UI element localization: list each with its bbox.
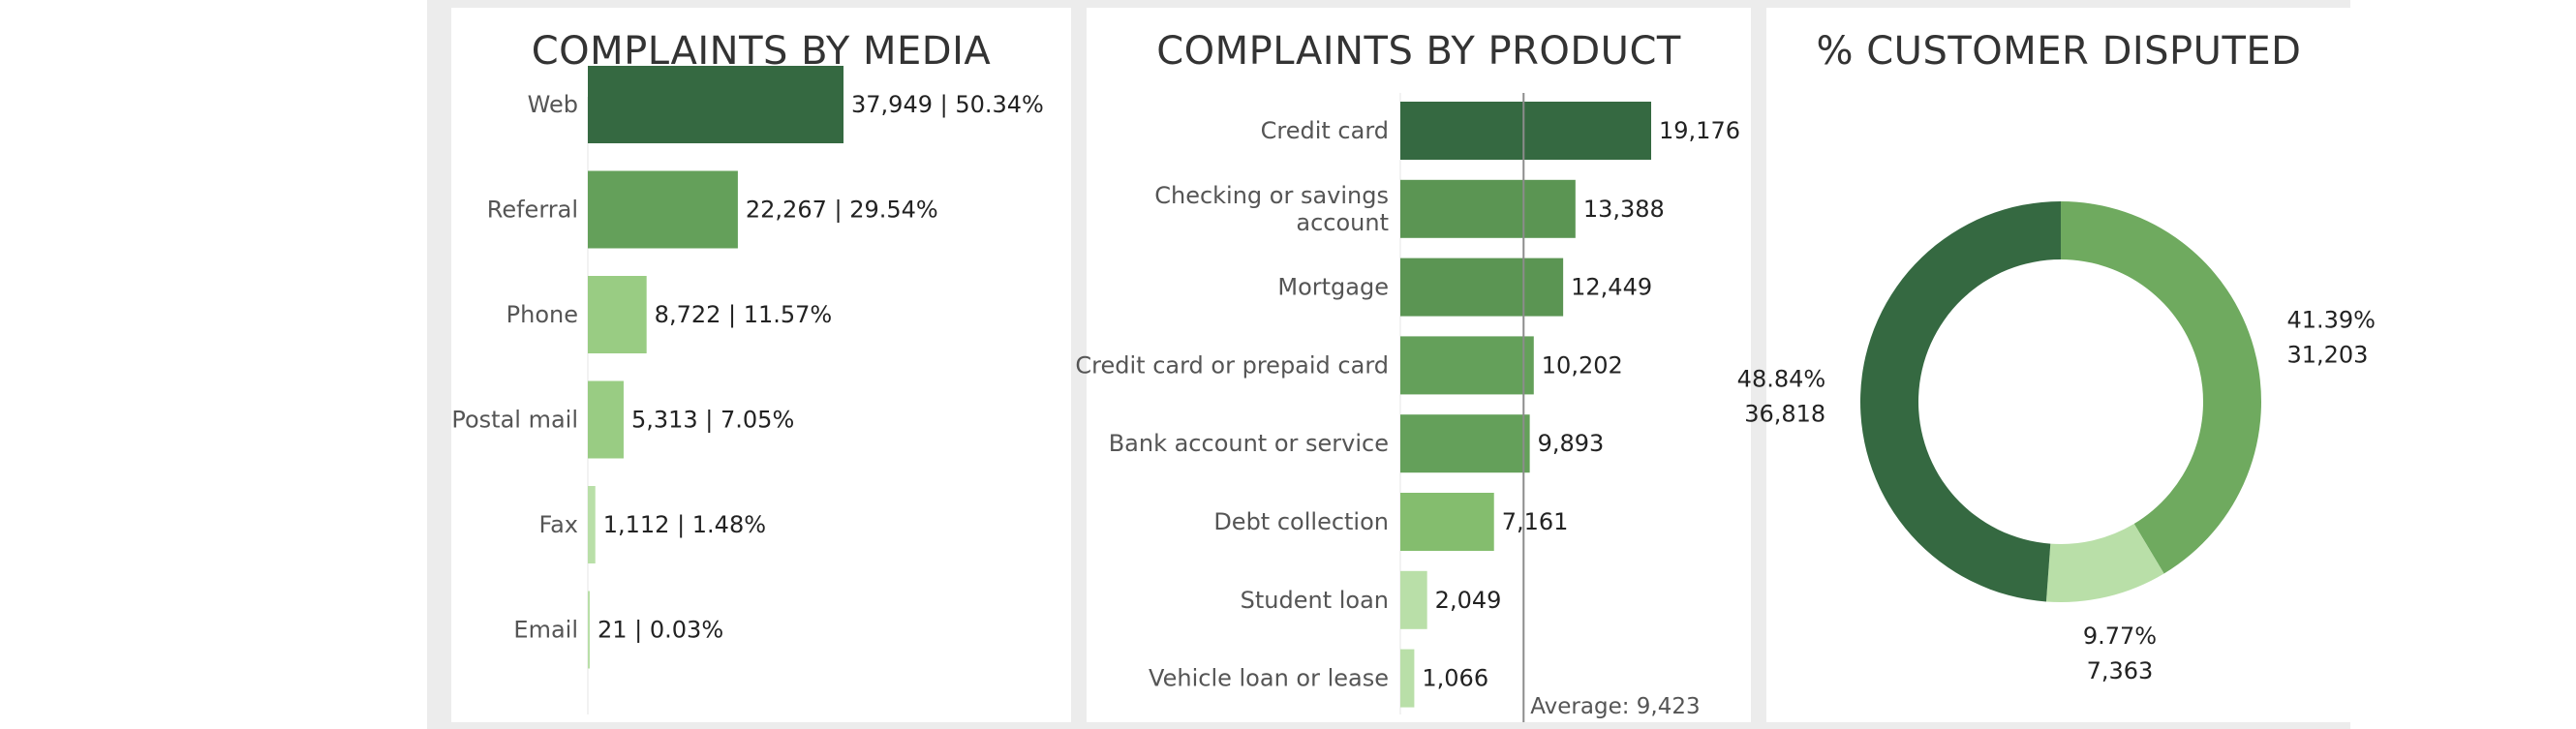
product-chart-title: COMPLAINTS BY PRODUCT xyxy=(1156,29,1681,74)
media-bar-3 xyxy=(588,380,624,459)
product-value-label: 12,449 xyxy=(1571,274,1652,301)
donut-percent-label: 48.84% xyxy=(1737,365,1826,392)
donut-value-label: 36,818 xyxy=(1744,400,1825,427)
product-value-label: 9,893 xyxy=(1538,430,1605,457)
media-value-label: 37,949 | 50.34% xyxy=(851,91,1044,118)
donut-slice-2 xyxy=(1860,201,2061,602)
media-value-label: 8,722 | 11.57% xyxy=(655,301,833,328)
media-category-label: Postal mail xyxy=(451,407,578,434)
product-bar-4 xyxy=(1400,414,1530,473)
product-category-label: Bank account or service xyxy=(1109,430,1389,457)
product-bar-3 xyxy=(1400,336,1534,395)
donut-value-label: 31,203 xyxy=(2286,342,2368,369)
donut-value-label: 7,363 xyxy=(2087,657,2154,684)
product-value-label: 1,066 xyxy=(1422,665,1488,692)
product-bar-5 xyxy=(1400,493,1494,551)
donut-slice-1 xyxy=(2045,524,2164,602)
product-category-label: Checking or savings account xyxy=(1154,182,1389,236)
media-bar-4 xyxy=(588,486,596,563)
product-bar-0 xyxy=(1400,102,1651,160)
disputed-chart-title: % CUSTOMER DISPUTED xyxy=(1816,29,2302,74)
product-bar-7 xyxy=(1400,649,1415,708)
media-bar-1 xyxy=(588,170,738,249)
product-value-label: 7,161 xyxy=(1502,508,1569,535)
media-bar-chart: Web 37,949 | 50.34% Referral 22,267 | 29.54… xyxy=(451,66,1044,714)
product-bar-chart: Credit card 19,176 Checking or savings acco… xyxy=(1075,93,1740,722)
product-category-label: Credit card or prepaid card xyxy=(1075,351,1389,379)
disputed-panel: % CUSTOMER DISPUTED 41.39% 31,203 9.77% 7,3… xyxy=(1737,8,2376,722)
media-value-label: 1,112 | 1.48% xyxy=(603,511,766,538)
media-value-label: 22,267 | 29.54% xyxy=(746,197,938,224)
media-value-label: 5,313 | 7.05% xyxy=(631,407,794,434)
product-value-label: 13,388 xyxy=(1583,196,1665,223)
product-value-label: 19,176 xyxy=(1659,117,1740,144)
average-reference-label: Average: 9,423 xyxy=(1530,694,1700,719)
product-panel: COMPLAINTS BY PRODUCT Credit card 19,176 C… xyxy=(1075,8,1751,722)
media-value-label: 21 | 0.03% xyxy=(598,617,723,644)
product-category-label: Student loan xyxy=(1241,587,1389,614)
media-bar-2 xyxy=(588,276,647,353)
media-category-label: Phone xyxy=(506,301,578,328)
media-category-label: Email xyxy=(513,617,578,644)
product-bar-1 xyxy=(1400,179,1576,238)
donut-percent-label: 9.77% xyxy=(2083,623,2157,650)
media-category-label: Web xyxy=(528,91,578,118)
product-category-label: Mortgage xyxy=(1277,274,1389,301)
product-category-label: Credit card xyxy=(1261,117,1389,144)
media-panel: COMPLAINTS BY MEDIA Web 37,949 | 50.34% Re… xyxy=(451,8,1071,722)
product-category-label: Debt collection xyxy=(1213,508,1389,535)
product-bar-6 xyxy=(1400,570,1427,629)
media-category-label: Referral xyxy=(487,197,578,224)
media-category-label: Fax xyxy=(538,511,578,538)
product-value-label: 2,049 xyxy=(1435,587,1502,614)
media-bar-5 xyxy=(588,591,590,669)
disputed-donut-chart: 41.39% 31,203 9.77% 7,363 48.84% 36,818 xyxy=(1737,201,2376,684)
product-category-label: Vehicle loan or lease xyxy=(1149,665,1389,692)
donut-percent-label: 41.39% xyxy=(2286,307,2376,334)
product-value-label: 10,202 xyxy=(1542,351,1623,379)
donut-slice-0 xyxy=(2061,201,2261,574)
dashboard: COMPLAINTS BY MEDIA Web 37,949 | 50.34% Re… xyxy=(427,0,2376,729)
product-bar-2 xyxy=(1400,258,1564,317)
media-bar-0 xyxy=(588,66,843,143)
